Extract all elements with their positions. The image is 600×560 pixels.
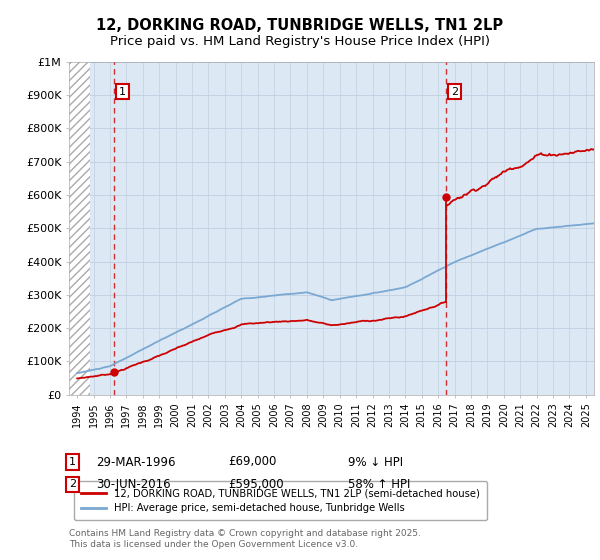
Text: 12, DORKING ROAD, TUNBRIDGE WELLS, TN1 2LP: 12, DORKING ROAD, TUNBRIDGE WELLS, TN1 2…	[97, 18, 503, 32]
Text: 2: 2	[451, 87, 458, 96]
Text: 1: 1	[69, 457, 76, 467]
Text: Price paid vs. HM Land Registry's House Price Index (HPI): Price paid vs. HM Land Registry's House …	[110, 35, 490, 49]
Text: 30-JUN-2016: 30-JUN-2016	[96, 478, 170, 491]
Text: 2: 2	[69, 479, 76, 489]
Text: 1: 1	[119, 87, 126, 96]
Text: £595,000: £595,000	[228, 478, 284, 491]
Text: 29-MAR-1996: 29-MAR-1996	[96, 455, 176, 469]
Bar	[69, 62, 91, 395]
Text: 9% ↓ HPI: 9% ↓ HPI	[348, 455, 403, 469]
Text: Contains HM Land Registry data © Crown copyright and database right 2025.
This d: Contains HM Land Registry data © Crown c…	[69, 529, 421, 549]
Text: £69,000: £69,000	[228, 455, 277, 469]
Legend: 12, DORKING ROAD, TUNBRIDGE WELLS, TN1 2LP (semi-detached house), HPI: Average p: 12, DORKING ROAD, TUNBRIDGE WELLS, TN1 2…	[74, 482, 487, 520]
Text: 58% ↑ HPI: 58% ↑ HPI	[348, 478, 410, 491]
